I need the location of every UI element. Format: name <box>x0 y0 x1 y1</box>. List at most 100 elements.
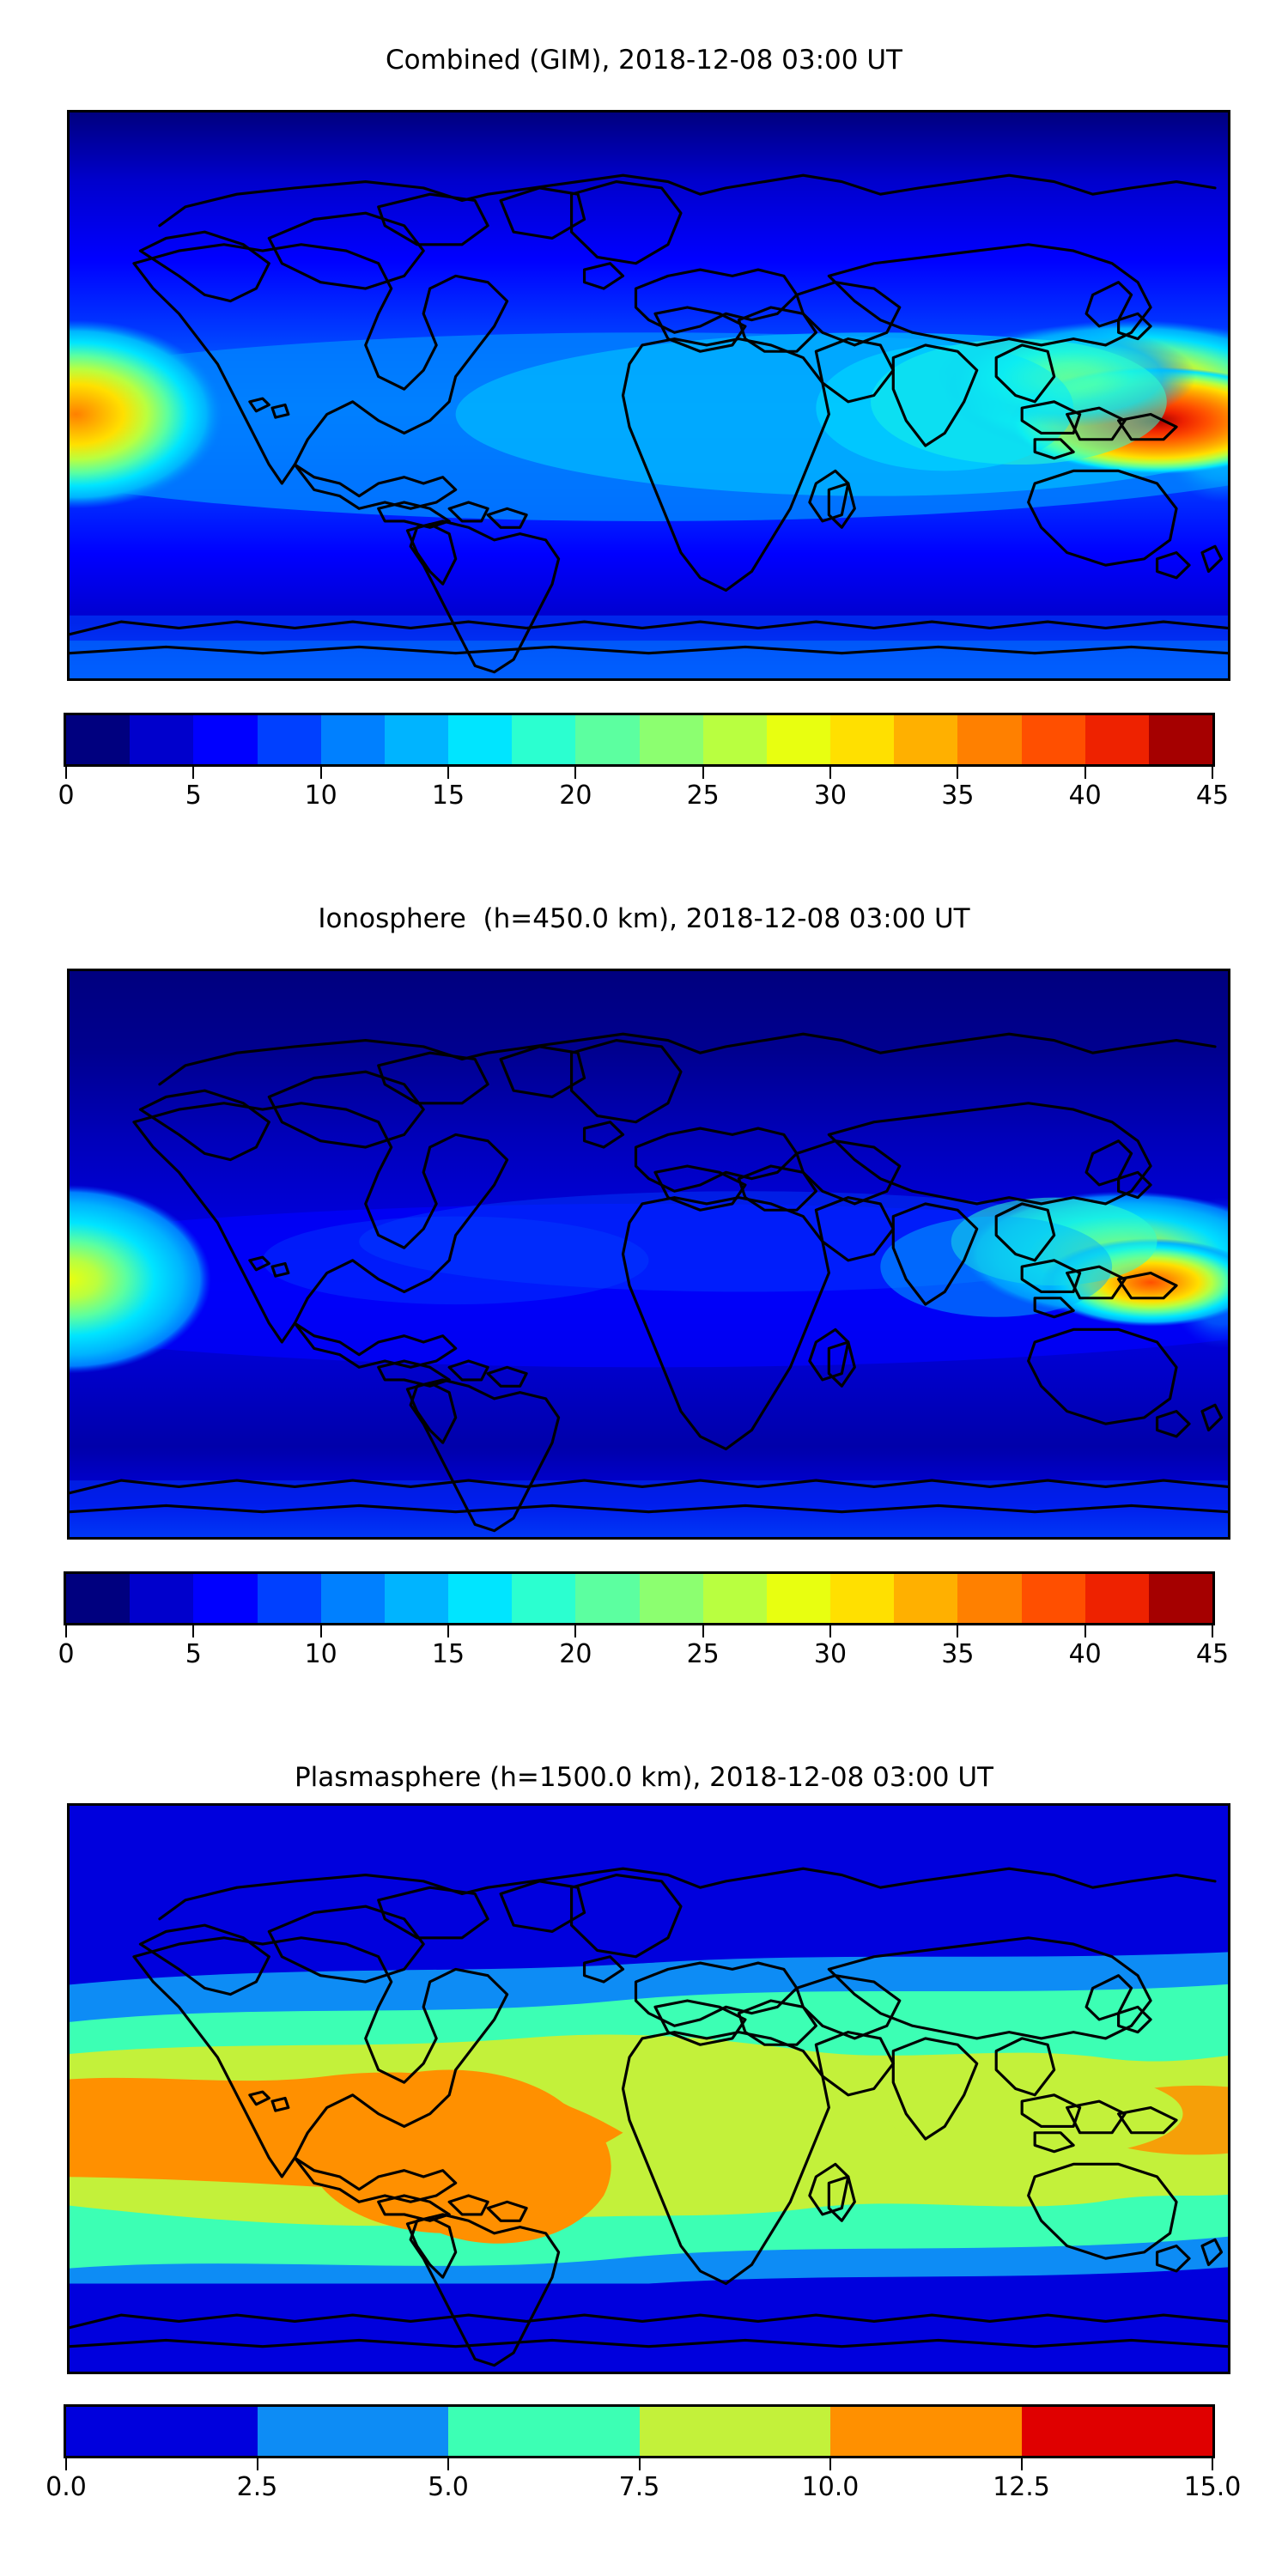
colorbar-segment <box>66 715 131 764</box>
colorbar-segment <box>130 715 194 764</box>
colorbar-segment <box>957 715 1022 764</box>
colorbar-tick-label: 15 <box>431 1639 465 1669</box>
colorbar-segment <box>257 1574 321 1623</box>
colorbar-segment <box>575 1574 640 1623</box>
colorbar-tick <box>574 767 577 779</box>
panel-combined: Combined (GIM), 2018-12-08 03:00 UT <box>0 0 1288 859</box>
panel-title-ionosphere: Ionosphere (h=450.0 km), 2018-12-08 03:0… <box>318 903 970 934</box>
colorbar-tick <box>447 1625 449 1637</box>
colorbar-tick <box>192 767 195 779</box>
colorbar-tick-label: 35 <box>941 781 975 811</box>
colorbar-segment <box>1148 1574 1212 1623</box>
colorbar-axis-line <box>64 1624 1215 1625</box>
colorbar-tick <box>1020 2458 1023 2470</box>
colorbar-tick-label: 40 <box>1068 1639 1102 1669</box>
colorbar-tick-label: 25 <box>686 1639 720 1669</box>
colorbar-segment <box>257 2407 448 2456</box>
colorbar-tick <box>829 2458 831 2470</box>
colorbar-segment <box>193 1574 258 1623</box>
colorbar-plasmasphere-gradient <box>64 2404 1215 2458</box>
colorbar-tick-label: 25 <box>686 781 720 811</box>
colorbar-ionosphere-gradient <box>64 1571 1215 1625</box>
colorbar-tick-label: 0.0 <box>46 2472 87 2502</box>
colorbar-segment <box>320 1574 385 1623</box>
colorbar-tick-label: 10.0 <box>801 2472 860 2502</box>
panel-title-combined: Combined (GIM), 2018-12-08 03:00 UT <box>386 45 902 76</box>
colorbar-segment <box>894 715 958 764</box>
colorbar-tick <box>702 1625 704 1637</box>
colorbar-tick-label: 5 <box>185 781 202 811</box>
colorbar-axis-line <box>64 2457 1215 2458</box>
colorbar-segment <box>130 1574 194 1623</box>
colorbar-tick-label: 30 <box>813 781 848 811</box>
colorbar-segment <box>66 1574 131 1623</box>
colorbar-tick <box>702 767 704 779</box>
colorbar-tick-label: 0 <box>58 1639 75 1669</box>
colorbar-tick <box>638 2458 641 2470</box>
colorbar-ionosphere-ticks: 0 5 10 15 20 25 30 35 40 45 <box>58 1624 1229 1677</box>
colorbar-segment <box>1148 715 1212 764</box>
colorbar-tick <box>574 1625 577 1637</box>
colorbar-segment <box>384 715 449 764</box>
colorbar-tick <box>256 2458 258 2470</box>
coastlines <box>70 1032 1228 1533</box>
colorbar-tick-label: 15.0 <box>1183 2472 1242 2502</box>
colorbar-tick-label: 45 <box>1195 781 1230 811</box>
colorbar-segment <box>639 2407 830 2456</box>
map-combined <box>67 110 1230 681</box>
map-ionosphere <box>67 969 1230 1540</box>
colorbar-segment <box>830 1574 895 1623</box>
colorbar-tick <box>447 767 449 779</box>
colorbar-tick <box>65 2458 67 2470</box>
colorbar-tick-label: 20 <box>559 781 592 811</box>
colorbar-tick <box>319 767 322 779</box>
colorbar-tick <box>1084 1625 1086 1637</box>
colorbar-segment <box>66 2407 258 2456</box>
colorbar-tick-label: 10 <box>304 781 337 811</box>
colorbar-segment <box>957 1574 1022 1623</box>
panel-ionosphere: Ionosphere (h=450.0 km), 2018-12-08 03:0… <box>0 859 1288 1717</box>
map-combined-svg <box>70 112 1228 678</box>
colorbar-segment <box>894 1574 958 1623</box>
colorbar-segment <box>384 1574 449 1623</box>
colorbar-segment <box>1084 715 1149 764</box>
colorbar-axis-line <box>64 765 1215 767</box>
colorbar-tick-label: 35 <box>941 1639 975 1669</box>
colorbar-tick <box>319 1625 322 1637</box>
colorbar-segment <box>448 715 513 764</box>
colorbar-tick <box>957 767 959 779</box>
colorbar-tick <box>65 767 67 779</box>
colorbar-segment <box>448 1574 513 1623</box>
colorbar-segment <box>766 1574 831 1623</box>
colorbar-segment <box>512 1574 576 1623</box>
colorbar-segment <box>766 715 831 764</box>
map-plasmasphere <box>67 1803 1230 2374</box>
colorbar-tick <box>1212 1625 1213 1637</box>
panel-plasmasphere: Plasmasphere (h=1500.0 km), 2018-12-08 0… <box>0 1717 1288 2576</box>
map-plasmasphere-svg <box>70 1806 1228 2372</box>
colorbar-ionosphere: 0 5 10 15 20 25 30 35 40 45 <box>58 1571 1229 1677</box>
colorbar-tick-label: 30 <box>813 1639 848 1669</box>
colorbar-tick <box>192 1625 195 1637</box>
colorbar-segment <box>448 2407 640 2456</box>
colorbar-segment <box>193 715 258 764</box>
colorbar-combined: 0 5 10 15 20 25 30 35 40 45 <box>58 713 1229 818</box>
colorbar-segment <box>320 715 385 764</box>
colorbar-segment <box>257 715 321 764</box>
colorbar-segment <box>639 1574 703 1623</box>
coastlines <box>70 1867 1228 2367</box>
colorbar-segment <box>1021 2407 1212 2456</box>
colorbar-tick-label: 12.5 <box>993 2472 1050 2502</box>
colorbar-combined-ticks: 0 5 10 15 20 25 30 35 40 45 <box>58 765 1229 818</box>
colorbar-tick-label: 15 <box>431 781 465 811</box>
colorbar-segment <box>830 2407 1022 2456</box>
colorbar-tick-label: 2.5 <box>236 2472 278 2502</box>
colorbar-tick-label: 5.0 <box>428 2472 469 2502</box>
colorbar-segment <box>1084 1574 1149 1623</box>
coastlines <box>70 173 1228 674</box>
colorbar-tick-label: 40 <box>1068 781 1102 811</box>
colorbar-tick <box>957 1625 959 1637</box>
colorbar-tick-label: 10 <box>304 1639 337 1669</box>
colorbar-tick <box>1212 767 1213 779</box>
